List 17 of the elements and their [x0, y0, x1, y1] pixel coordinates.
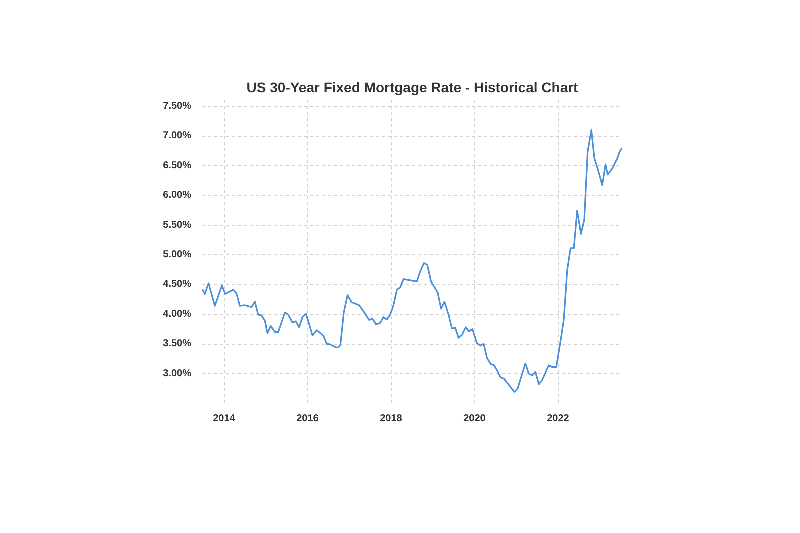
- x-tick-label: 2016: [296, 414, 320, 424]
- y-tick-label: 7.00%: [163, 130, 192, 142]
- y-tick-label: 6.50%: [163, 160, 192, 172]
- x-tick-label: 2018: [380, 414, 403, 424]
- y-tick-label: 3.00%: [163, 368, 192, 380]
- y-tick-label: 6.00%: [163, 190, 192, 202]
- chart-title: US 30-Year Fixed Mortgage Rate - Historical Chart: [246, 80, 579, 96]
- x-tick-label: 2020: [464, 414, 486, 424]
- y-tick-label: 4.50%: [163, 279, 192, 290]
- x-tick-label: 2014: [213, 414, 236, 424]
- line-series: [202, 129, 622, 394]
- y-tick-label: 5.50%: [163, 220, 192, 231]
- y-tick-label: 7.50%: [163, 100, 192, 112]
- x-tick-label: 2022: [547, 414, 570, 424]
- y-tick-label: 4.00%: [163, 308, 192, 320]
- y-tick-label: 3.50%: [163, 338, 192, 350]
- y-tick-label: 5.00%: [163, 249, 192, 260]
